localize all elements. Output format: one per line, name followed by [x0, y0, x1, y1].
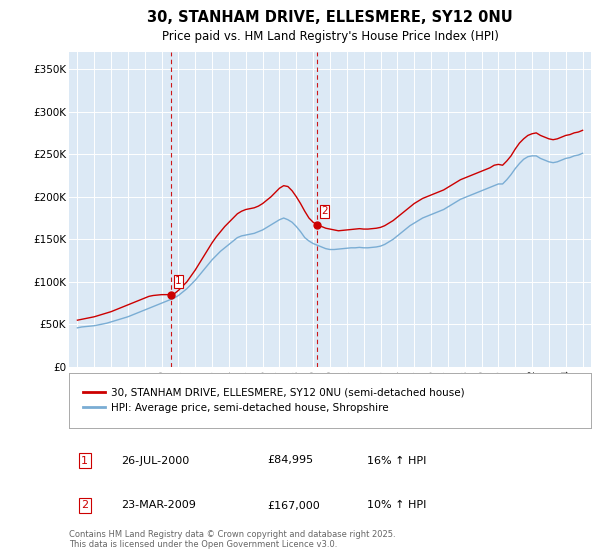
Text: 16% ↑ HPI: 16% ↑ HPI: [367, 455, 426, 465]
Text: 10% ↑ HPI: 10% ↑ HPI: [367, 501, 426, 511]
Text: Price paid vs. HM Land Registry's House Price Index (HPI): Price paid vs. HM Land Registry's House …: [161, 30, 499, 43]
Text: 2: 2: [81, 501, 88, 511]
Legend: 30, STANHAM DRIVE, ELLESMERE, SY12 0NU (semi-detached house), HPI: Average price: 30, STANHAM DRIVE, ELLESMERE, SY12 0NU (…: [79, 385, 467, 416]
Text: 26-JUL-2000: 26-JUL-2000: [121, 455, 190, 465]
Text: Contains HM Land Registry data © Crown copyright and database right 2025.
This d: Contains HM Land Registry data © Crown c…: [69, 530, 395, 549]
Text: 1: 1: [81, 455, 88, 465]
Text: 2: 2: [321, 206, 328, 216]
Text: 23-MAR-2009: 23-MAR-2009: [121, 501, 196, 511]
Text: 30, STANHAM DRIVE, ELLESMERE, SY12 0NU: 30, STANHAM DRIVE, ELLESMERE, SY12 0NU: [147, 10, 513, 25]
Text: 1: 1: [175, 276, 182, 286]
Text: £84,995: £84,995: [268, 455, 313, 465]
Text: £167,000: £167,000: [268, 501, 320, 511]
